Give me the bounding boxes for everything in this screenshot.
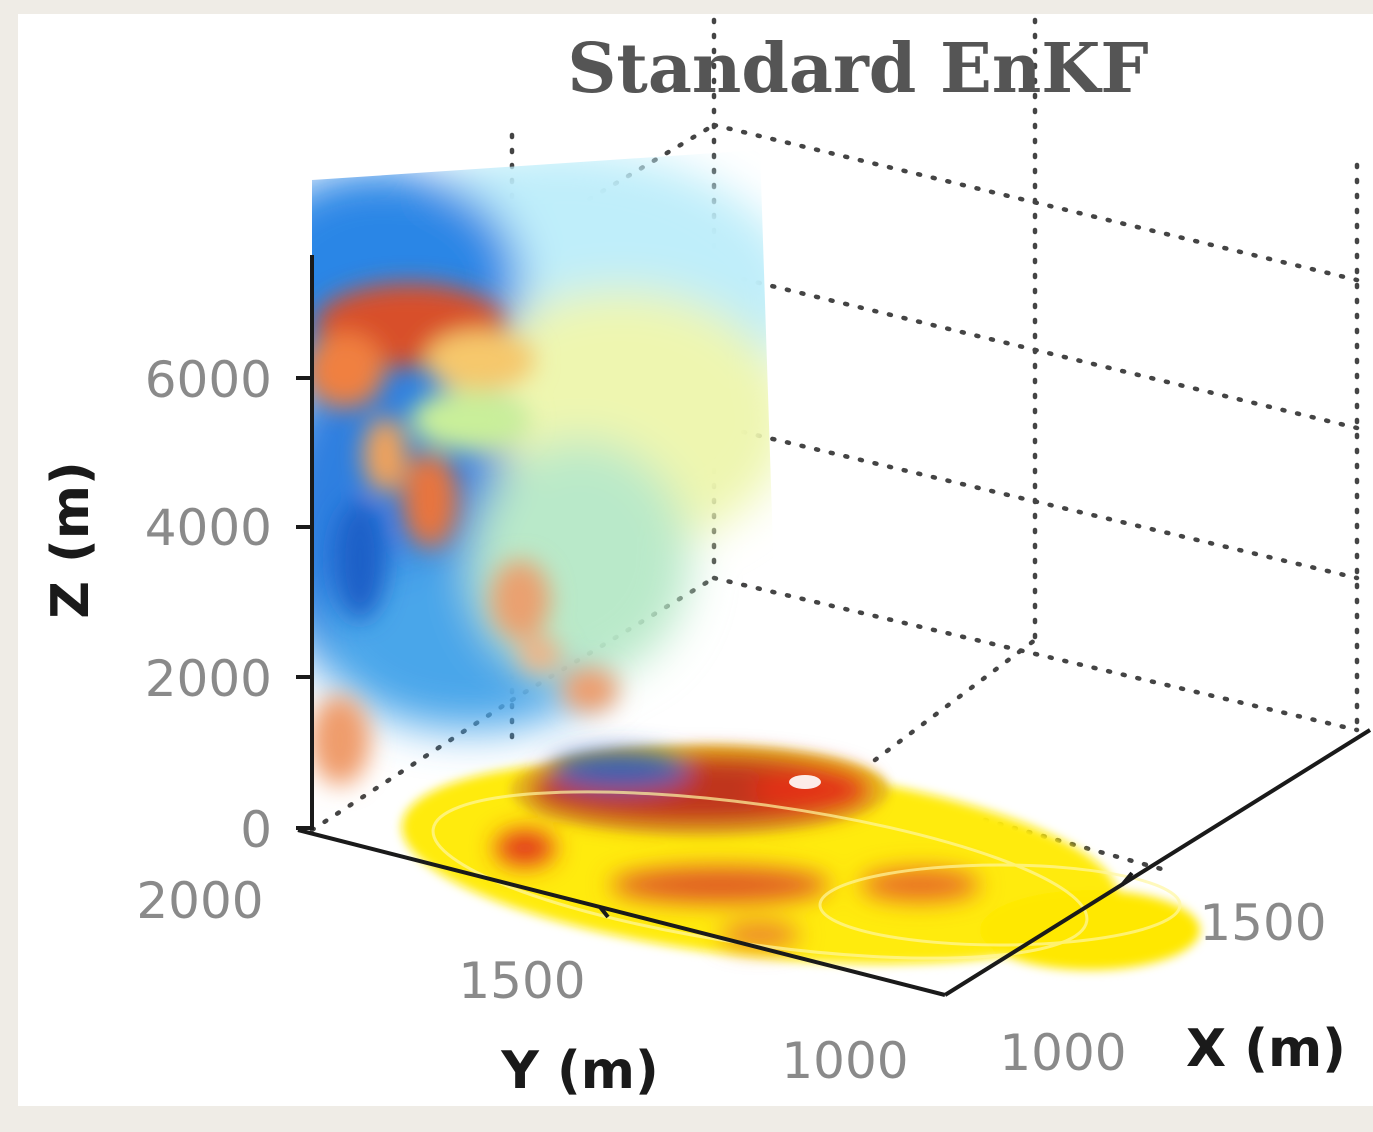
axis-lines — [296, 255, 1372, 997]
y-tick-labels: 2000 1500 1000 — [136, 872, 908, 1090]
z-tick-label: 6000 — [145, 351, 272, 409]
x-axis-line — [943, 728, 1372, 997]
x-tick-label: 1500 — [1199, 894, 1326, 952]
y-tick-label: 1500 — [458, 952, 585, 1010]
x-axis-label: X (m) — [1186, 1019, 1346, 1079]
field-curtain — [312, 150, 780, 785]
y-tick-label: 1000 — [781, 1032, 908, 1090]
x-tick-label: 1000 — [999, 1024, 1126, 1082]
z-tick-label: 0 — [240, 801, 272, 859]
z-axis-label: Z (m) — [41, 461, 101, 619]
y-axis-label: Y (m) — [500, 1041, 658, 1101]
y-tick-label: 2000 — [136, 872, 263, 930]
z-tick-label: 4000 — [145, 499, 272, 557]
z-tick-labels: 6000 4000 2000 0 — [145, 351, 272, 859]
chart-title: Standard EnKF — [567, 29, 1148, 109]
z-tick-label: 2000 — [145, 650, 272, 708]
plume-surface — [401, 745, 1200, 970]
y-axis-line — [297, 828, 946, 997]
x-tick-labels: 1000 1500 — [999, 894, 1326, 1082]
